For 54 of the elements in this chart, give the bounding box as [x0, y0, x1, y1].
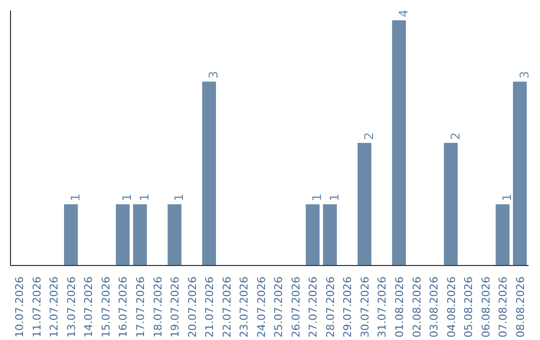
- x-tick-label: 31.07.2026: [376, 276, 389, 338]
- data-label: 4: [396, 10, 410, 18]
- bar: [133, 204, 147, 266]
- x-tick-label: 14.07.2026: [82, 276, 96, 338]
- x-tick-label: 08.08.2026: [514, 276, 527, 338]
- x-tick-label: 12.07.2026: [48, 276, 61, 338]
- data-label: 1: [68, 194, 82, 202]
- bar: [168, 204, 182, 266]
- data-label: 2: [448, 132, 462, 140]
- bar: [323, 204, 337, 266]
- data-label: 1: [172, 194, 186, 202]
- x-tick-label: 16.07.2026: [116, 276, 130, 338]
- x-tick-label: 06.08.2026: [479, 276, 492, 338]
- bar: [444, 142, 458, 266]
- x-tick-label: 20.07.2026: [186, 276, 199, 338]
- bar: [64, 204, 78, 266]
- data-label: 1: [327, 194, 342, 202]
- x-tick-label: 13.07.2026: [64, 276, 78, 338]
- x-tick-label: 17.07.2026: [134, 276, 147, 338]
- x-tick-label: 19.07.2026: [168, 276, 182, 338]
- x-tick-label: 24.07.2026: [254, 276, 268, 338]
- x-tick-label: 01.08.2026: [393, 276, 406, 338]
- bar: [392, 20, 406, 266]
- x-tick-label: 26.07.2026: [289, 276, 302, 338]
- data-label: 2: [362, 132, 376, 140]
- x-tick-label: 03.08.2026: [428, 276, 441, 338]
- x-tick-label: 25.07.2026: [272, 276, 286, 338]
- bar: [358, 142, 372, 266]
- data-label: 3: [517, 70, 532, 79]
- data-label: 3: [206, 70, 221, 79]
- x-tick-label: 27.07.2026: [306, 276, 320, 338]
- x-tick-label: 22.07.2026: [220, 276, 234, 338]
- data-label: 1: [138, 194, 152, 202]
- x-tick-label: 15.07.2026: [99, 276, 112, 338]
- x-tick-label: 30.07.2026: [358, 276, 372, 338]
- data-label: 1: [120, 194, 134, 202]
- x-tick-label: 04.08.2026: [444, 276, 458, 338]
- bar: [512, 82, 527, 266]
- x-tick-label: 11.07.2026: [30, 276, 44, 338]
- x-tick-label: 10.07.2026: [13, 276, 26, 338]
- bar: [496, 204, 510, 266]
- bar: [306, 204, 320, 266]
- x-tick-label: 21.07.2026: [203, 276, 216, 338]
- bar: [116, 204, 130, 266]
- x-tick-label: 05.08.2026: [462, 276, 476, 338]
- x-tick-label: 07.08.2026: [496, 276, 510, 338]
- x-tick-label: 28.07.2026: [324, 276, 337, 338]
- x-tick-label: 23.07.2026: [238, 276, 251, 338]
- x-tick-label: 18.07.2026: [151, 276, 164, 338]
- bar: [202, 82, 216, 266]
- data-label: 1: [310, 194, 324, 202]
- x-tick-label: 29.07.2026: [341, 276, 354, 338]
- x-tick-label: 02.08.2026: [410, 276, 424, 338]
- data-label: 1: [500, 194, 514, 202]
